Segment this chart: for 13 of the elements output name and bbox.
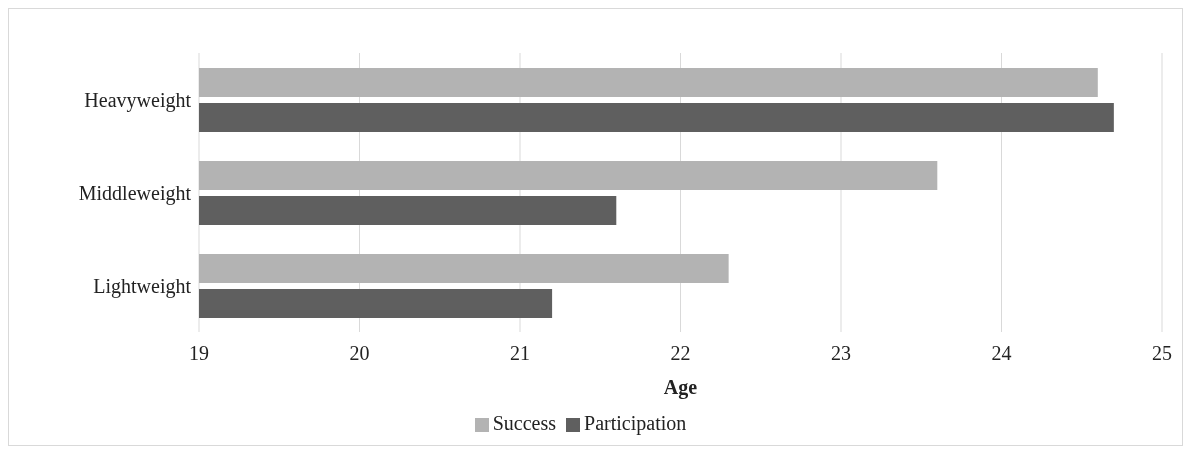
x-tick-label: 25: [1152, 342, 1172, 365]
x-tick-label: 23: [831, 342, 851, 365]
y-tick-label: Heavyweight: [84, 88, 192, 112]
x-tick-label: 22: [670, 342, 691, 365]
x-tick-label: 21: [510, 342, 530, 365]
y-tick-label: Lightweight: [93, 274, 192, 298]
x-tick-label: 24: [991, 342, 1012, 365]
legend-label: Participation: [584, 412, 687, 434]
x-axis-title: Age: [663, 376, 698, 399]
legend-label: Success: [492, 412, 557, 434]
x-tick-label: 20: [349, 342, 370, 365]
y-tick-label: Middleweight: [78, 181, 192, 205]
x-tick-label: 19: [189, 342, 209, 365]
